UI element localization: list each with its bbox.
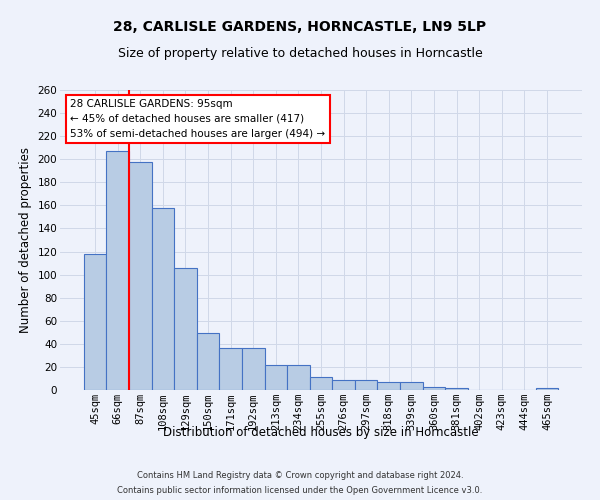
Bar [377, 382, 400, 390]
Bar [152, 208, 174, 390]
Bar [174, 268, 197, 390]
Bar [129, 162, 152, 390]
Bar [310, 378, 332, 390]
Bar [220, 348, 242, 390]
Text: 28 CARLISLE GARDENS: 95sqm
← 45% of detached houses are smaller (417)
53% of sem: 28 CARLISLE GARDENS: 95sqm ← 45% of deta… [70, 99, 326, 138]
Bar [287, 364, 310, 390]
Bar [422, 386, 445, 390]
Bar [400, 382, 422, 390]
Text: Distribution of detached houses by size in Horncastle: Distribution of detached houses by size … [163, 426, 479, 439]
Bar [445, 388, 468, 390]
Text: Size of property relative to detached houses in Horncastle: Size of property relative to detached ho… [118, 48, 482, 60]
Bar [536, 388, 558, 390]
Text: 28, CARLISLE GARDENS, HORNCASTLE, LN9 5LP: 28, CARLISLE GARDENS, HORNCASTLE, LN9 5L… [113, 20, 487, 34]
Bar [265, 364, 287, 390]
Y-axis label: Number of detached properties: Number of detached properties [19, 147, 32, 333]
Bar [332, 380, 355, 390]
Bar [106, 151, 129, 390]
Text: Contains public sector information licensed under the Open Government Licence v3: Contains public sector information licen… [118, 486, 482, 495]
Bar [355, 380, 377, 390]
Bar [242, 348, 265, 390]
Text: Contains HM Land Registry data © Crown copyright and database right 2024.: Contains HM Land Registry data © Crown c… [137, 471, 463, 480]
Bar [197, 334, 220, 390]
Bar [84, 254, 106, 390]
